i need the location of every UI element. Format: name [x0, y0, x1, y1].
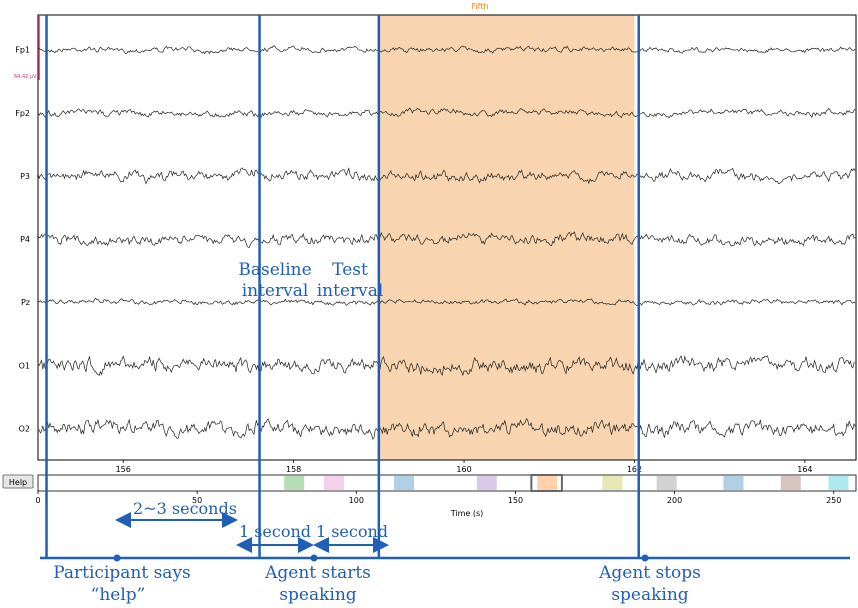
agent-start-label: Agent starts [264, 563, 371, 583]
participant-label: Participant says [53, 563, 191, 583]
scale-label: 64.42 µV [14, 74, 37, 80]
test-interval-highlight [378, 15, 635, 460]
trace-o2 [37, 418, 856, 440]
help-button[interactable] [2, 474, 34, 489]
help-button-label: Help [9, 478, 27, 487]
channel-label-p4: P4 [20, 235, 30, 244]
overview-view-window[interactable] [530, 474, 563, 492]
agent-stop-label-2: speaking [611, 585, 688, 605]
trace-p3 [37, 167, 856, 185]
overview-tick-label: 0 [35, 496, 40, 505]
overview-annotation-mark[interactable] [828, 476, 849, 490]
trace-p4 [37, 231, 856, 249]
agent-start-event-dot [310, 554, 318, 562]
overview-annotation-mark[interactable] [723, 476, 744, 490]
overview-annotation-mark[interactable] [656, 476, 677, 490]
agent-start-label-2: speaking [279, 585, 356, 605]
overview-tick-label: 100 [349, 496, 364, 505]
channel-label-fp1: Fp1 [15, 46, 30, 55]
overview-annotation-mark[interactable] [476, 476, 497, 490]
overview-annotation-mark[interactable] [284, 476, 305, 490]
overview-annotation-mark[interactable] [602, 476, 623, 490]
baseline-label: Baseline [238, 260, 311, 280]
overview-annotation-mark[interactable] [394, 476, 415, 490]
test-label: Test [332, 260, 368, 280]
overview-annotation-mark[interactable] [537, 476, 558, 490]
overview-tick-label: 250 [826, 496, 841, 505]
overview-annotation-mark[interactable] [780, 476, 801, 490]
time-tick-label: 164 [797, 465, 812, 474]
channel-label-fp2: Fp2 [15, 109, 30, 118]
overview-tick-label: 50 [192, 496, 202, 505]
trace-fp1 [37, 45, 856, 55]
overview-strip[interactable] [37, 474, 857, 492]
gap-label: 2~3 seconds [133, 499, 237, 518]
test-label-2: interval [317, 281, 384, 301]
test-duration-label: 1 second [316, 522, 388, 541]
channel-label-o2: O2 [19, 424, 30, 433]
participant-event-dot [113, 554, 121, 562]
channel-label-o1: O1 [19, 361, 30, 370]
trace-o1 [37, 355, 856, 377]
time-tick-label: 158 [286, 465, 301, 474]
plot-frame [37, 14, 857, 461]
chart-title: Fifth [471, 2, 488, 11]
overview-tick-label: 200 [667, 496, 682, 505]
participant-label-2: “help” [91, 585, 146, 605]
agent-stop-event-dot [641, 554, 649, 562]
trace-pz [38, 297, 856, 306]
overview-tick-label: 150 [508, 496, 523, 505]
baseline-duration-label: 1 second [239, 522, 311, 541]
channel-label-pz: Pz [21, 298, 30, 307]
time-tick-label: 160 [456, 465, 471, 474]
overview-xlabel: Time (s) [450, 509, 484, 518]
time-tick-label: 156 [116, 465, 131, 474]
channel-label-p3: P3 [20, 172, 30, 181]
agent-stop-label: Agent stops [598, 563, 701, 583]
time-tick-label: 162 [627, 465, 642, 474]
baseline-label-2: interval [242, 281, 309, 301]
overview-annotation-mark[interactable] [324, 476, 345, 490]
trace-fp2 [37, 107, 856, 119]
